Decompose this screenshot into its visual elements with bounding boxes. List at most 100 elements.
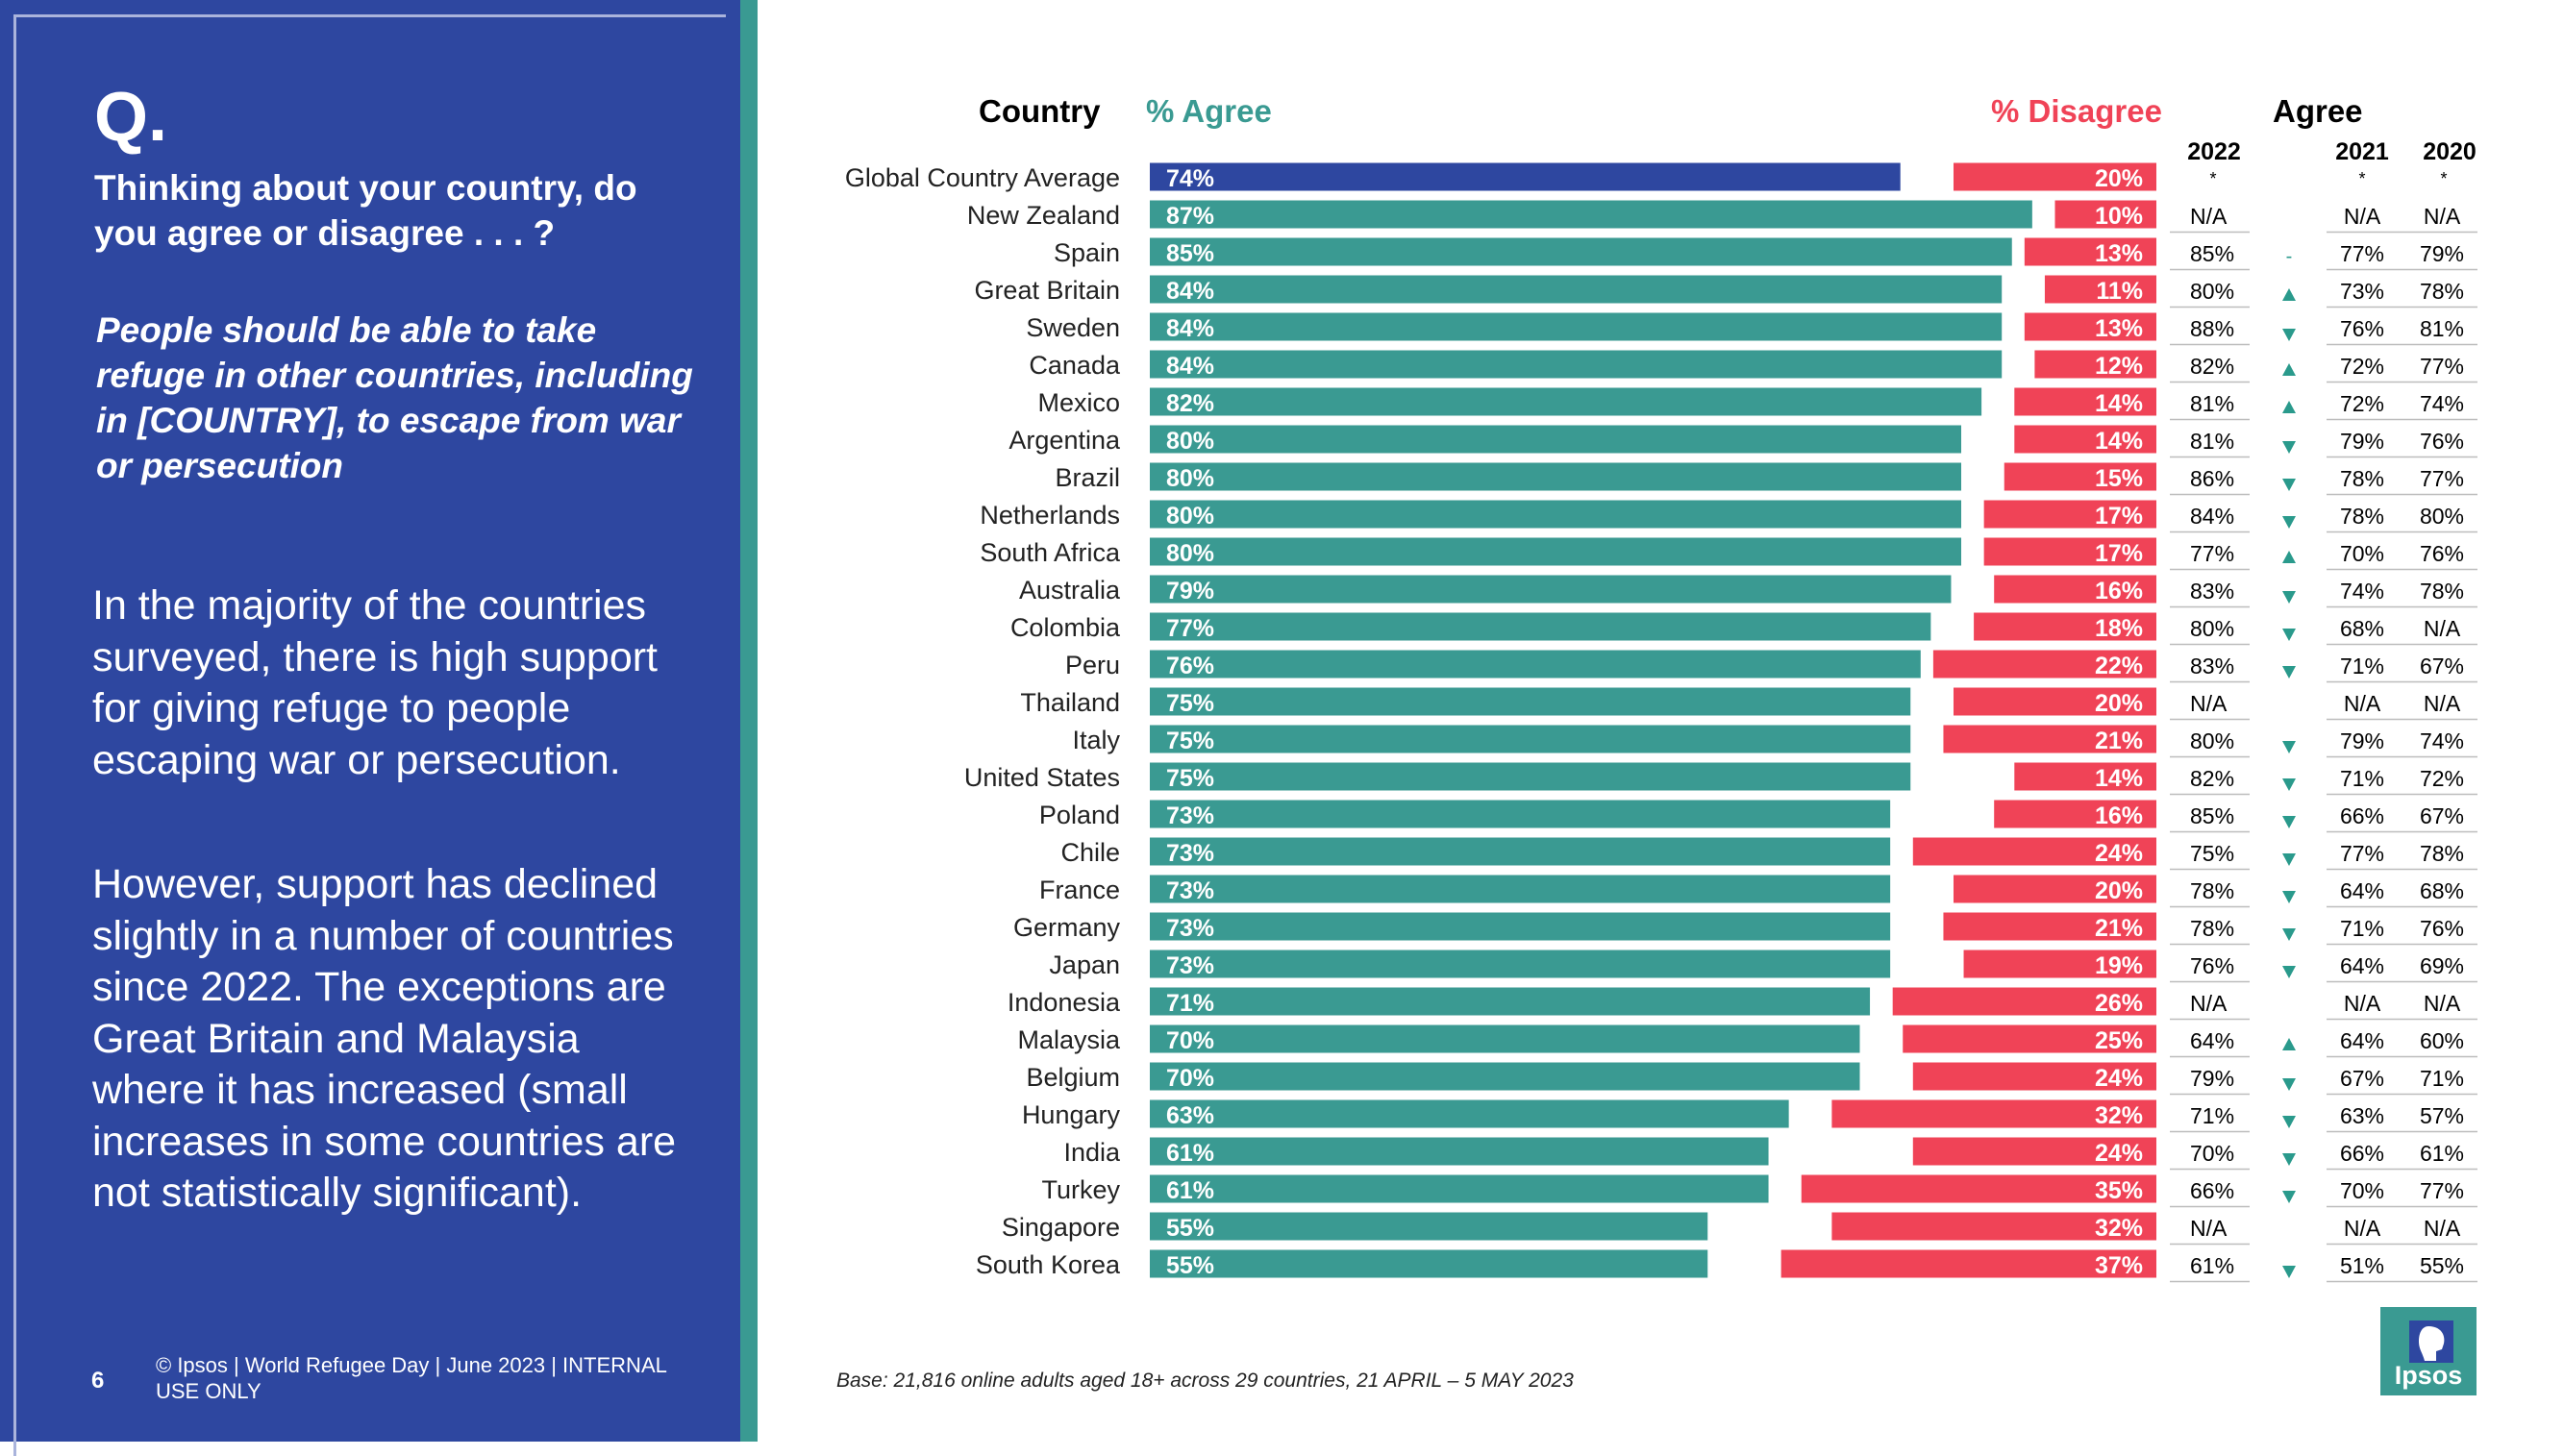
trend-2021-value: 73%	[2340, 279, 2384, 304]
disagree-value-label: 32%	[2095, 1215, 2143, 1242]
disagree-bar	[1994, 800, 2156, 828]
country-label: Mexico	[1037, 388, 1120, 417]
trend-2020-value: 74%	[2420, 728, 2464, 753]
disagree-value-label: 20%	[2095, 690, 2143, 717]
trend-2022-value: 66%	[2190, 1178, 2234, 1203]
trend-up-arrow-icon	[2282, 1038, 2296, 1050]
disagree-value-label: 21%	[2095, 915, 2143, 942]
agree-bar	[1150, 1212, 1708, 1241]
disagree-value-label: 25%	[2095, 1027, 2143, 1054]
agree-value-label: 75%	[1166, 728, 1214, 754]
disagree-bar	[1943, 912, 2156, 941]
trend-up-arrow-icon	[2282, 288, 2296, 301]
agree-bar	[1150, 237, 2012, 266]
trend-2022-value: 78%	[2190, 878, 2234, 903]
agree-bar	[1150, 650, 1921, 679]
country-label: Spain	[1054, 238, 1120, 267]
disagree-bar	[2004, 462, 2156, 491]
agree-value-label: 84%	[1166, 353, 1214, 380]
agree-bar	[1150, 275, 2003, 304]
trend-2020-value: 80%	[2420, 504, 2464, 529]
agree-bar	[1150, 200, 2032, 229]
year-2020-header: 2020	[2423, 138, 2477, 165]
disagree-value-label: 24%	[2095, 1065, 2143, 1092]
trend-2021-value: N/A	[2344, 204, 2381, 229]
disagree-bar	[2014, 425, 2156, 454]
country-label: Chile	[1060, 838, 1120, 867]
disagree-value-label: 20%	[2095, 877, 2143, 904]
disagree-bar	[1954, 875, 2156, 903]
trend-2020-value: 57%	[2420, 1103, 2464, 1128]
agree-bar	[1150, 1249, 1708, 1278]
disagree-value-label: 12%	[2095, 353, 2143, 380]
agree-value-label: 73%	[1166, 877, 1214, 904]
country-label: France	[1039, 876, 1120, 904]
disagree-bar	[1912, 837, 2156, 866]
disagree-bar	[1963, 950, 2156, 978]
question-text: Thinking about your country, do you agre…	[94, 168, 637, 253]
trend-2021-value: 71%	[2340, 916, 2384, 941]
country-label: Great Britain	[974, 276, 1120, 305]
trend-2020-value: 67%	[2420, 654, 2464, 679]
year-2021-header: 2021	[2335, 138, 2389, 165]
disagree-value-label: 21%	[2095, 728, 2143, 754]
agree-value-label: 80%	[1166, 428, 1214, 455]
agree-value-label: 74%	[1166, 165, 1214, 192]
trend-2020-value: 76%	[2420, 916, 2464, 941]
country-label: Global Country Average	[845, 163, 1120, 192]
agree-bar	[1150, 687, 1911, 716]
trend-down-arrow-icon	[2282, 741, 2296, 753]
trend-down-arrow-icon	[2282, 629, 2296, 641]
disagree-bar	[1912, 1137, 2156, 1166]
trend-2020-value: 78%	[2420, 579, 2464, 604]
trend-up-arrow-icon	[2282, 551, 2296, 563]
trend-down-arrow-icon	[2282, 891, 2296, 903]
summary-paragraph-1: In the majority of the countries surveye…	[92, 582, 658, 783]
country-label: Poland	[1039, 801, 1120, 829]
country-label: Peru	[1065, 651, 1120, 679]
trend-2021-value: 67%	[2340, 1066, 2384, 1091]
agree-value-label: 73%	[1166, 802, 1214, 829]
agree-value-label: 80%	[1166, 465, 1214, 492]
trend-2022-value: N/A	[2190, 691, 2228, 716]
trend-2021-value: 63%	[2340, 1103, 2384, 1128]
disagree-value-label: 10%	[2095, 203, 2143, 230]
disagree-value-label: 16%	[2095, 578, 2143, 605]
panel-frame	[13, 14, 726, 1456]
agree-bar	[1150, 1062, 1860, 1091]
agree-value-label: 87%	[1166, 203, 1214, 230]
disagree-header: % Disagree	[1991, 93, 2162, 129]
country-label: Japan	[1049, 950, 1120, 979]
agree-bar	[1150, 912, 1891, 941]
agree-value-label: 73%	[1166, 840, 1214, 867]
agree-bar	[1150, 462, 1961, 491]
country-label: Netherlands	[980, 501, 1120, 530]
disagree-bar	[2024, 237, 2156, 266]
trend-down-arrow-icon	[2282, 479, 2296, 491]
trend-2021-value: 66%	[2340, 803, 2384, 828]
agree-value-label: 82%	[1166, 390, 1214, 417]
trend-down-arrow-icon	[2282, 516, 2296, 529]
disagree-bar	[2014, 387, 2156, 416]
country-label: Germany	[1013, 913, 1121, 942]
agree-value-label: 75%	[1166, 765, 1214, 792]
agree-value-label: 84%	[1166, 278, 1214, 305]
trend-2022-value: 85%	[2190, 803, 2234, 828]
country-label: Belgium	[1026, 1063, 1120, 1092]
trend-2020-value: 79%	[2420, 241, 2464, 266]
trend-2020-value: 74%	[2420, 391, 2464, 416]
agree-bar	[1150, 725, 1911, 753]
question-mark: Q.	[94, 79, 168, 156]
trend-down-arrow-icon	[2282, 1191, 2296, 1203]
trend-2022-value: 61%	[2190, 1253, 2234, 1278]
agree-value-label: 61%	[1166, 1140, 1214, 1167]
disagree-bar	[1903, 1024, 2156, 1053]
trend-2022-value: 83%	[2190, 654, 2234, 679]
agree-bar	[1150, 500, 1961, 529]
trend-2021-value: 66%	[2340, 1141, 2384, 1166]
country-label: Argentina	[1008, 426, 1121, 455]
trend-down-arrow-icon	[2282, 853, 2296, 866]
country-label: New Zealand	[967, 201, 1120, 230]
disagree-value-label: 20%	[2095, 165, 2143, 192]
trend-2021-value: 72%	[2340, 391, 2384, 416]
